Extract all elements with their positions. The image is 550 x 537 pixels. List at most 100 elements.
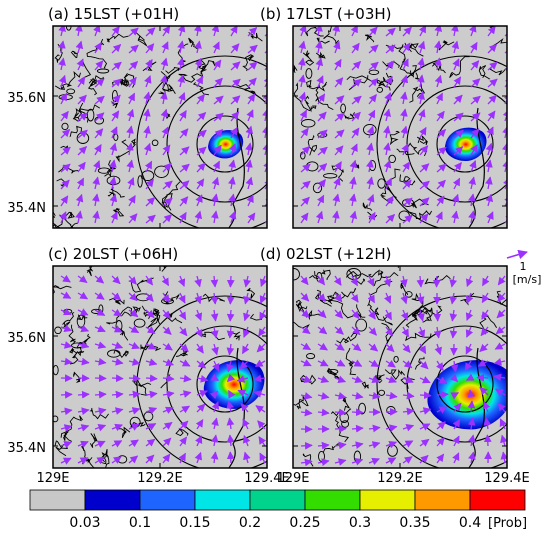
wind-vector-arrow: [436, 163, 447, 173]
wind-vector-arrow: [179, 110, 187, 122]
wind-vector-arrow: [143, 91, 151, 105]
wind-vector-arrow: [77, 324, 90, 333]
wind-vector-arrow: [59, 92, 68, 105]
wind-vector-arrow: [368, 441, 381, 449]
wind-vector-arrow: [245, 176, 254, 190]
wind-vector-arrow: [230, 126, 238, 139]
wind-vector-arrow: [239, 360, 249, 370]
wind-vector-arrow: [263, 160, 267, 173]
wind-vector-arrow: [259, 292, 267, 304]
wind-vector-arrow: [60, 146, 71, 156]
wind-vector-arrow: [128, 358, 141, 366]
wind-vector-arrow: [497, 402, 506, 413]
panel-title: (a) 15LST (+01H): [48, 5, 179, 23]
wind-vector-arrow: [367, 193, 375, 207]
wind-vector-arrow: [465, 343, 473, 355]
wind-vector-arrow: [300, 196, 310, 207]
wind-vector-arrow: [228, 210, 237, 224]
wind-vector-arrow: [179, 405, 190, 414]
wind-vector-arrow: [400, 91, 408, 105]
wind-vector-arrow: [246, 194, 254, 207]
y-tick-label: 35.4N: [7, 201, 46, 216]
range-rings: [136, 295, 267, 468]
wind-vector-arrow: [226, 373, 236, 383]
wind-vector-arrow: [453, 129, 464, 139]
wind-vector-arrow: [195, 435, 203, 447]
wind-vector-arrow: [351, 60, 362, 71]
panel-title: (b) 17LST (+03H): [260, 5, 392, 23]
wind-vector-arrow: [257, 420, 266, 430]
wind-vector-arrow: [400, 275, 408, 288]
wind-vectors: [300, 275, 507, 467]
wind-vector-arrow: [179, 146, 190, 156]
wind-vector-arrow: [452, 177, 461, 190]
wind-vector-arrow: [479, 386, 489, 396]
wind-vector-arrow: [128, 423, 140, 431]
y-tick-label: 35.4N: [7, 441, 46, 456]
wind-vector-arrow: [385, 44, 396, 54]
wind-vector-arrow: [212, 41, 220, 54]
wind-vector-arrow: [317, 275, 326, 286]
wind-vector-arrow: [400, 125, 409, 139]
wind-vector-arrow: [60, 424, 73, 432]
wind-vector-arrow: [317, 458, 330, 467]
wind-vector-arrow: [77, 390, 90, 399]
wind-vector-arrow: [230, 43, 240, 54]
wind-vector-arrow: [211, 193, 219, 207]
wind-vector-arrow: [436, 146, 447, 156]
wind-vector-arrow: [60, 440, 73, 449]
wind-vector-arrow: [111, 78, 122, 88]
wind-vector-arrow: [94, 325, 106, 333]
wind-vector-arrow: [145, 390, 158, 399]
wind-vector-arrow: [211, 417, 219, 430]
wind-vector-arrow: [94, 390, 107, 399]
axis-ticks: [292, 266, 508, 468]
wind-vector-arrow: [162, 144, 171, 156]
wind-vector-arrow: [368, 309, 376, 320]
wind-vector-arrow: [177, 57, 185, 71]
wind-vector-arrow: [417, 74, 425, 88]
wind-vector-arrow: [145, 342, 157, 350]
wind-vector-arrow: [351, 111, 361, 122]
wind-vector-arrow: [161, 41, 169, 54]
wind-vector-arrow: [453, 112, 464, 122]
wind-vector-arrow: [453, 76, 462, 88]
wind-vector-arrow: [127, 92, 136, 105]
wind-vector-arrow: [60, 341, 73, 349]
wind-vector-arrow: [453, 402, 462, 413]
wind-vector-arrow: [160, 91, 168, 105]
wind-vector-arrow: [477, 359, 489, 367]
wind-vector-arrow: [452, 435, 460, 447]
wind-vector-arrow: [126, 142, 134, 156]
reference-value: 1: [520, 260, 527, 273]
wind-vector-arrow: [432, 275, 441, 288]
wind-vector-arrow: [487, 110, 496, 122]
wind-vector-arrow: [349, 159, 358, 173]
wind-vector-arrow: [436, 128, 447, 139]
wind-vector-arrow: [483, 434, 492, 447]
wind-vector-arrow: [210, 434, 219, 447]
wind-vector-arrow: [317, 309, 327, 319]
wind-vector-arrow: [402, 391, 415, 400]
wind-vector-arrow: [162, 421, 173, 430]
probability-area: [203, 360, 265, 409]
wind-vector-arrow: [368, 343, 379, 352]
wind-vector-arrow: [402, 424, 415, 432]
wind-vector-arrow: [210, 373, 220, 381]
wind-vector-arrow: [334, 112, 345, 122]
wind-vector-arrow: [332, 210, 340, 224]
wind-vector-arrow: [127, 177, 135, 190]
wind-vector-arrow: [58, 74, 67, 88]
wind-vector-arrow: [94, 60, 104, 71]
colorbar-tick-label: 0.4: [459, 515, 481, 531]
x-tick-label: 129E: [36, 471, 69, 486]
wind-vector-arrow: [111, 94, 121, 105]
wind-vector-arrow: [177, 74, 185, 88]
wind-vector-arrow: [493, 358, 506, 366]
wind-vector-arrow: [60, 110, 69, 122]
wind-vector-arrow: [145, 309, 155, 319]
wind-vector-arrow: [467, 417, 476, 430]
wind-vector-arrow: [300, 408, 313, 417]
vector-reference-key: 1[m/s]: [506, 249, 541, 286]
wind-vector-arrow: [451, 210, 459, 224]
